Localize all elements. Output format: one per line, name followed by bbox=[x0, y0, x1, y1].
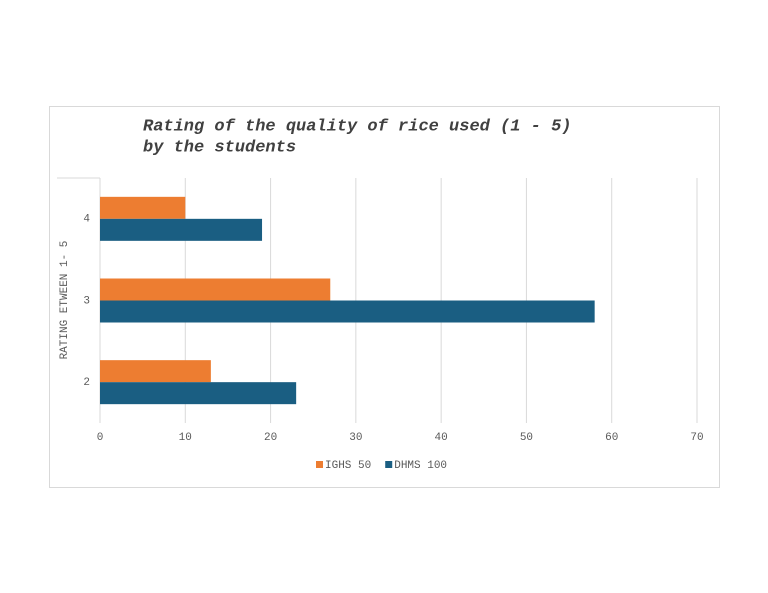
y-tick-label: 4 bbox=[83, 214, 90, 226]
y-tick-label: 2 bbox=[83, 377, 90, 389]
legend-label: DHMS 100 bbox=[394, 460, 447, 472]
x-tick-label: 0 bbox=[97, 432, 104, 444]
legend-label: IGHS 50 bbox=[325, 460, 371, 472]
bar bbox=[100, 278, 331, 301]
x-tick-label: 10 bbox=[179, 432, 192, 444]
y-tick-label: 3 bbox=[83, 295, 90, 307]
x-tick-label: 60 bbox=[605, 432, 618, 444]
chart-title: by the students bbox=[143, 138, 296, 157]
y-axis-title: RATING ETWEEN 1- 5 bbox=[59, 241, 71, 360]
chart-title: Rating of the quality of rice used (1 - … bbox=[143, 117, 571, 136]
legend-swatch bbox=[385, 461, 393, 468]
x-tick-label: 50 bbox=[520, 432, 533, 444]
x-tick-label: 20 bbox=[264, 432, 277, 444]
bar bbox=[100, 300, 595, 323]
x-tick-label: 40 bbox=[435, 432, 448, 444]
x-tick-label: 30 bbox=[349, 432, 362, 444]
x-tick-label: 70 bbox=[690, 432, 703, 444]
bar bbox=[100, 382, 297, 405]
bar bbox=[100, 218, 263, 241]
bar bbox=[100, 360, 211, 383]
legend-swatch bbox=[316, 461, 323, 468]
bar bbox=[100, 196, 186, 219]
